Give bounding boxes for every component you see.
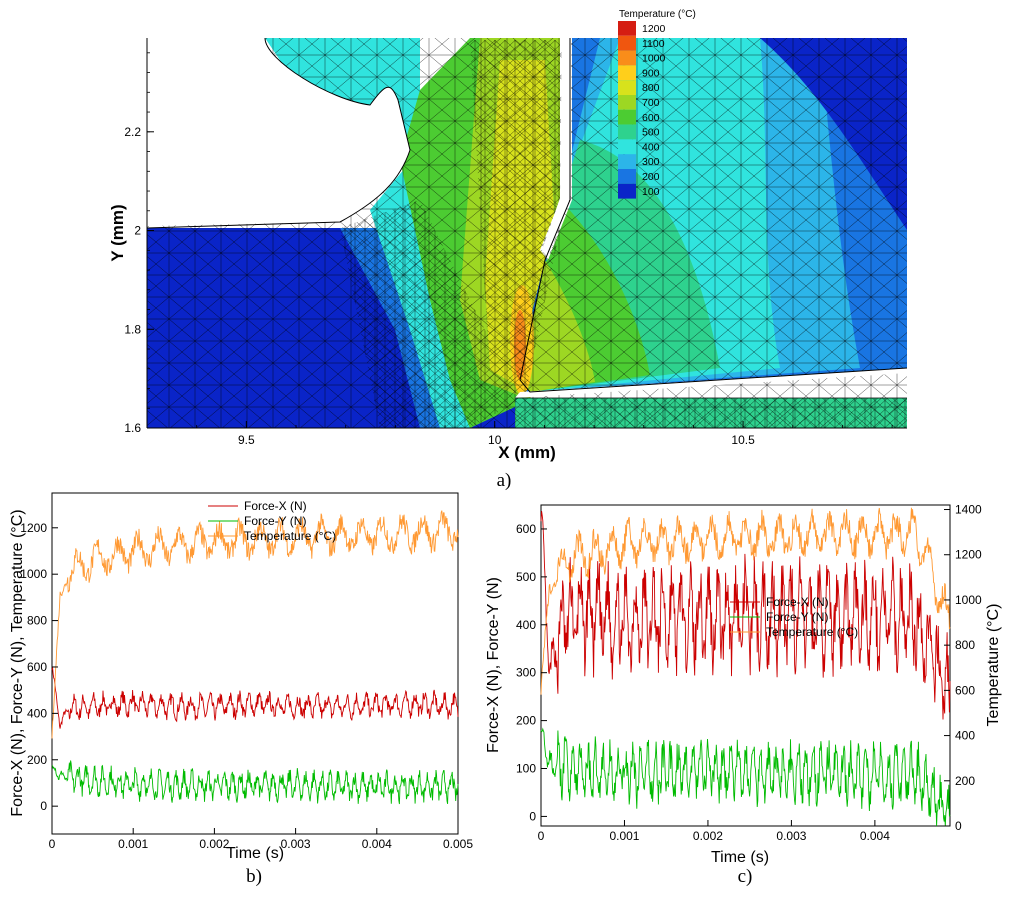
y-tick-label: 200 xyxy=(27,753,47,767)
legend-swatch xyxy=(618,109,636,125)
y-tick-label: 0 xyxy=(40,799,47,813)
legend-swatch xyxy=(618,65,636,81)
legend-entry: Force-Y (N) xyxy=(766,610,828,624)
legend-level-label: 1100 xyxy=(642,38,665,50)
x-tick-label: 0.003 xyxy=(281,837,311,851)
panel-label-c: c) xyxy=(738,866,753,887)
y2-tick-label: 400 xyxy=(955,729,975,743)
panel-c: 0 0.001 0.002 0.003 0.004 0 100 200 300 400 500 600… xyxy=(485,503,1002,887)
panel-b: 0 0.001 0.002 0.003 0.004 0.005 0 200 400 600 800 1… xyxy=(9,492,473,887)
panel-b-plot xyxy=(51,510,459,805)
legend-level-label: 600 xyxy=(642,112,660,124)
panel-b-y-axis-label: Force-X (N), Force-Y (N), Temperature (°… xyxy=(9,509,26,816)
series-line-temperature-c xyxy=(540,507,951,695)
y-tick-label: 200 xyxy=(516,714,536,728)
temperature-field xyxy=(147,38,907,428)
y2-tick-label: 1400 xyxy=(955,503,982,517)
panel-a-y-tick-label: 2 xyxy=(134,224,141,238)
y2-tick-label: 200 xyxy=(955,774,975,788)
legend-level-label: 800 xyxy=(642,82,660,94)
panel-label-b: b) xyxy=(246,866,262,887)
y2-tick-label: 1000 xyxy=(955,593,982,607)
y-tick-label: 600 xyxy=(516,522,536,536)
panel-c-y-axis-label: Force-X (N), Force-Y (N) xyxy=(485,577,502,753)
x-tick-label: 0.004 xyxy=(860,829,890,843)
panel-a-x-tick-label: 10.5 xyxy=(731,433,755,447)
panel-c-x-axis-label: Time (s) xyxy=(711,849,769,866)
y-tick-label: 400 xyxy=(27,706,47,720)
y2-tick-label: 800 xyxy=(955,638,975,652)
y-tick-label: 600 xyxy=(27,660,47,674)
legend-swatch xyxy=(618,183,636,199)
panel-a: 9.5 10 10.5 1.6 1.8 2 2.2 X (mm) Y (mm) Temper… xyxy=(108,6,907,491)
legend-level-label: 300 xyxy=(642,156,660,168)
x-tick-label: 0.003 xyxy=(776,829,806,843)
y-tick-label: 1000 xyxy=(20,567,47,581)
y-tick-label: 100 xyxy=(516,762,536,776)
panel-a-y-tick-label: 2.2 xyxy=(124,125,141,139)
panel-b-x-axis-label: Time (s) xyxy=(226,845,284,862)
x-tick-label: 0.005 xyxy=(443,837,473,851)
panel-b-legend: Force-X (N)Force-Y (N)Temperature (°C) xyxy=(208,499,336,543)
legend-entry: Force-X (N) xyxy=(244,499,307,513)
legend-level-label: 900 xyxy=(642,67,660,79)
x-tick-label: 0.004 xyxy=(362,837,392,851)
legend-swatch xyxy=(618,50,636,66)
x-tick-label: 0 xyxy=(538,829,545,843)
y-tick-label: 1200 xyxy=(20,521,47,535)
panel-a-y-axis-label: Y (mm) xyxy=(108,204,127,261)
legend-swatch xyxy=(618,124,636,140)
legend-swatch xyxy=(618,80,636,95)
legend-level-label: 500 xyxy=(642,127,660,139)
legend-swatch xyxy=(618,169,636,184)
panel-a-y-tick-label: 1.6 xyxy=(124,421,141,435)
temperature-legend: Temperature (°C) 1200 1100 1000 900 800 700 600… xyxy=(612,6,720,199)
panel-a-x-axis-label: X (mm) xyxy=(498,443,556,462)
legend-level-label: 1200 xyxy=(642,23,666,35)
series-line-force-x-n xyxy=(540,510,951,720)
legend-swatch xyxy=(618,35,636,51)
legend-entry: Temperature (°C) xyxy=(766,625,858,639)
y-tick-label: 800 xyxy=(27,614,47,628)
series-line-force-y-n xyxy=(540,727,951,827)
legend-swatch xyxy=(618,154,636,169)
panel-a-y-tick-label: 1.8 xyxy=(124,322,141,336)
x-tick-label: 0.002 xyxy=(199,837,229,851)
legend-entry: Temperature (°C) xyxy=(244,529,336,543)
y2-tick-label: 1200 xyxy=(955,548,982,562)
legend-level-label: 400 xyxy=(642,141,660,153)
panel-c-plot xyxy=(540,507,951,827)
series-line-temperature-c xyxy=(51,510,459,739)
series-line-force-y-n xyxy=(51,760,459,805)
legend-swatch xyxy=(618,139,636,155)
y-tick-label: 500 xyxy=(516,570,536,584)
x-tick-label: 0 xyxy=(49,837,56,851)
y-tick-label: 400 xyxy=(516,618,536,632)
panel-label-a: a) xyxy=(497,470,512,491)
legend-entry: Force-X (N) xyxy=(766,595,829,609)
x-tick-label: 0.001 xyxy=(609,829,639,843)
y-tick-label: 0 xyxy=(529,809,536,823)
legend-level-label: 200 xyxy=(642,171,660,183)
panel-a-x-tick-label: 10 xyxy=(488,433,502,447)
panel-c-y2-axis-label: Temperature (°C) xyxy=(985,604,1002,727)
x-tick-label: 0.001 xyxy=(118,837,148,851)
legend-entry: Force-Y (N) xyxy=(244,514,306,528)
y-tick-label: 300 xyxy=(516,666,536,680)
legend-level-label: 700 xyxy=(642,97,660,109)
y2-tick-label: 0 xyxy=(955,819,962,833)
series-line-force-x-n xyxy=(51,667,459,729)
panel-c-legend: Force-X (N)Force-Y (N)Temperature (°C) xyxy=(730,595,858,639)
legend-level-label: 100 xyxy=(642,186,660,198)
y2-tick-label: 600 xyxy=(955,683,975,697)
legend-title: Temperature (°C) xyxy=(619,9,696,20)
panel-a-x-tick-label: 9.5 xyxy=(238,433,255,447)
legend-swatch xyxy=(618,21,636,36)
x-tick-label: 0.002 xyxy=(693,829,723,843)
legend-swatch xyxy=(618,95,636,110)
legend-level-label: 1000 xyxy=(642,53,666,65)
